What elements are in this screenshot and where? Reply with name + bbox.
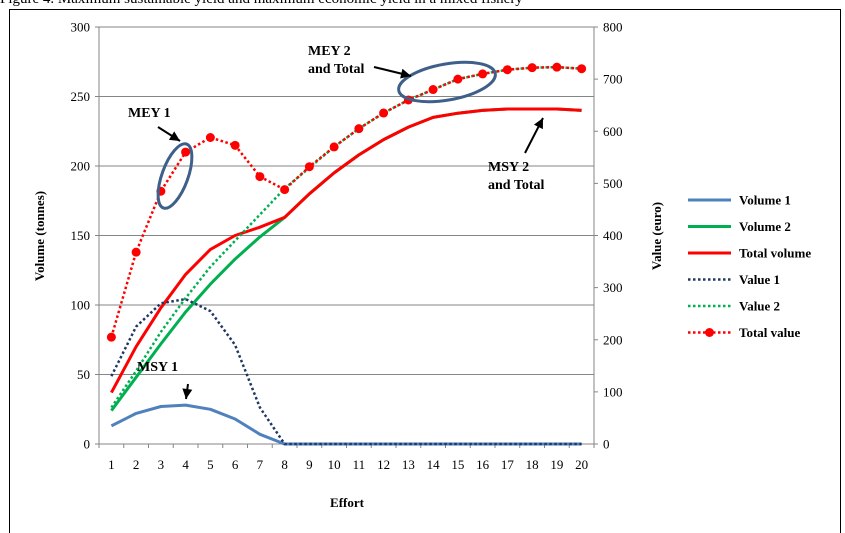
y-tick-label: 200 [71,159,91,174]
chart-frame [9,9,841,533]
data-point [577,64,587,74]
x-tick-label: 6 [232,457,239,472]
data-point [379,108,389,118]
annotation-label: MSY 2 [488,160,529,175]
data-point [106,332,116,342]
data-point [329,142,339,152]
data-point [181,147,191,157]
y2-tick-label: 100 [603,384,623,399]
annotation-label: and Total [488,178,545,193]
annotation-arrowhead [400,68,411,79]
annotation-label: MEY 2 [308,44,351,59]
data-point [552,62,562,72]
x-tick-label: 3 [158,457,165,472]
series-line-value-1 [110,297,582,446]
x-tick-label: 16 [476,457,490,472]
legend-label: Volume 2 [739,219,791,234]
annotation-arrowhead [533,118,543,130]
y-tick-label: 100 [71,298,91,313]
y2-tick-label: 400 [603,228,623,243]
legend-label: Total volume [739,246,811,261]
annotations: MEY 1 MSY 1 MEY 2 and Total MSY 2 and Total [128,44,545,400]
legend-label: Value 1 [739,272,780,287]
x-tick-label: 19 [550,457,563,472]
x-tick-label: 18 [526,457,539,472]
annotation-ellipse [397,60,497,104]
y2-tick-label: 800 [603,20,623,35]
x-tick-label: 12 [377,457,390,472]
y2-tick-label: 700 [603,72,623,87]
x-axis-title: Effort [330,495,365,510]
annotation-label: MSY 1 [137,360,178,375]
y2-tick-label: 600 [603,124,623,139]
x-tick-label: 7 [257,457,264,472]
legend-label: Value 2 [739,299,780,314]
y-tick-label: 150 [71,228,91,243]
gridlines [99,26,594,375]
y-axis-title: Volume (tonnes) [32,191,47,281]
data-point [304,162,314,172]
series-line-value-2 [110,65,582,409]
annotation-arrowhead [182,388,193,399]
data-point [131,247,141,257]
x-tick-label: 9 [306,457,313,472]
data-point [255,172,265,182]
y-tick-label: 50 [77,367,90,382]
x-tick-label: 14 [427,457,441,472]
x-tick-label: 13 [402,457,415,472]
data-point [280,185,290,195]
data-point [354,124,364,134]
x-tick-label: 11 [353,457,366,472]
data-point [205,133,215,143]
y2-tick-label: 200 [603,332,623,347]
data-point [502,65,512,75]
legend-marker [705,328,714,337]
x-tick-label: 2 [133,457,140,472]
series-line-total-volume [110,107,582,394]
series-line-volume-1 [110,403,582,446]
x-tick-label: 20 [575,457,588,472]
legend: Volume 1 Volume 2 Total volume Value 1 Value… [688,193,811,340]
y-tick-label: 0 [84,437,91,452]
legend-label: Volume 1 [739,193,791,208]
x-tick-label: 10 [328,457,341,472]
figure-caption: Figure 4. Maximum sustainable yield and … [0,0,523,8]
y2-axis-title: Value (euro) [649,202,664,270]
x-tick-label: 5 [207,457,214,472]
x-tick-label: 4 [182,457,189,472]
x-tick-label: 15 [451,457,464,472]
data-point [230,140,240,150]
axes [95,26,598,448]
tick-labels: 0 50 100 150 200 250 300 0 100 200 300 400 500 600 700… [71,20,623,473]
annotation-label: and Total [308,62,365,77]
annotation-arrowhead [168,131,180,141]
x-tick-label: 17 [501,457,515,472]
annotation-label: MEY 1 [128,106,171,121]
annotation-ellipse [156,142,194,210]
y-tick-label: 300 [71,20,91,35]
y2-tick-label: 500 [603,176,623,191]
y2-tick-label: 0 [603,437,610,452]
series-group [106,62,587,446]
data-point [428,85,438,95]
y2-tick-label: 300 [603,280,623,295]
legend-label: Total value [739,325,801,340]
data-point [527,63,537,73]
x-tick-label: 1 [108,457,115,472]
y-tick-label: 250 [71,89,91,104]
data-point [478,69,488,79]
data-point [453,74,463,84]
x-tick-label: 8 [281,457,288,472]
